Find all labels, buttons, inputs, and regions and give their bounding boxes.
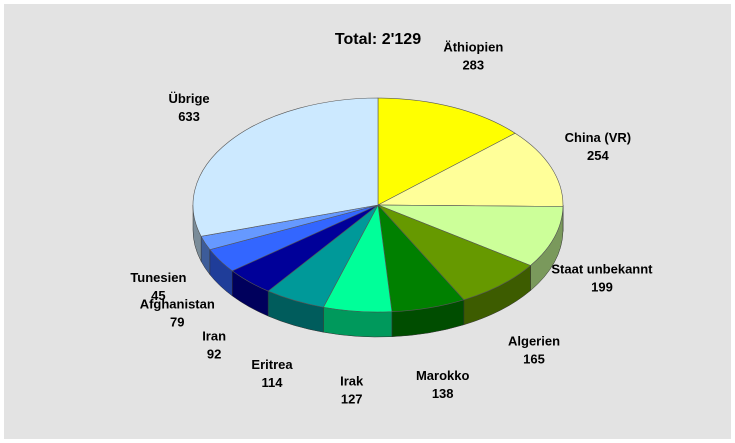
slice-label: Eritrea: [251, 357, 293, 372]
slice-value: 127: [341, 391, 363, 406]
chart-title: Total: 2'129: [335, 31, 421, 48]
slice-label: Iran: [202, 329, 226, 344]
slice-value: 283: [462, 57, 484, 72]
slice-label: Äthiopien: [443, 39, 503, 54]
slice-label: China (VR): [565, 130, 631, 145]
slice-label: Irak: [340, 373, 364, 388]
slice-label: Marokko: [416, 368, 470, 383]
slice-label: Tunesien: [130, 270, 186, 285]
slice-label: Algerien: [508, 334, 560, 349]
slice-value: 633: [178, 109, 200, 124]
slice: [377, 97, 516, 206]
slice-value: 254: [587, 148, 609, 163]
slice-value: 138: [432, 386, 454, 401]
slice: [377, 204, 564, 266]
slice-label: Übrige: [168, 91, 209, 106]
slice-value: 45: [151, 288, 165, 303]
slice-label: Staat unbekannt: [551, 261, 653, 276]
slice: [377, 132, 564, 207]
slice-value: 199: [591, 279, 613, 294]
slice-label: Afghanistan: [140, 297, 215, 312]
slice-value: 92: [207, 347, 221, 362]
slice-value: 79: [170, 315, 184, 330]
slice: [192, 97, 379, 237]
slice-value: 165: [523, 352, 545, 367]
slice-value: 114: [262, 375, 284, 390]
